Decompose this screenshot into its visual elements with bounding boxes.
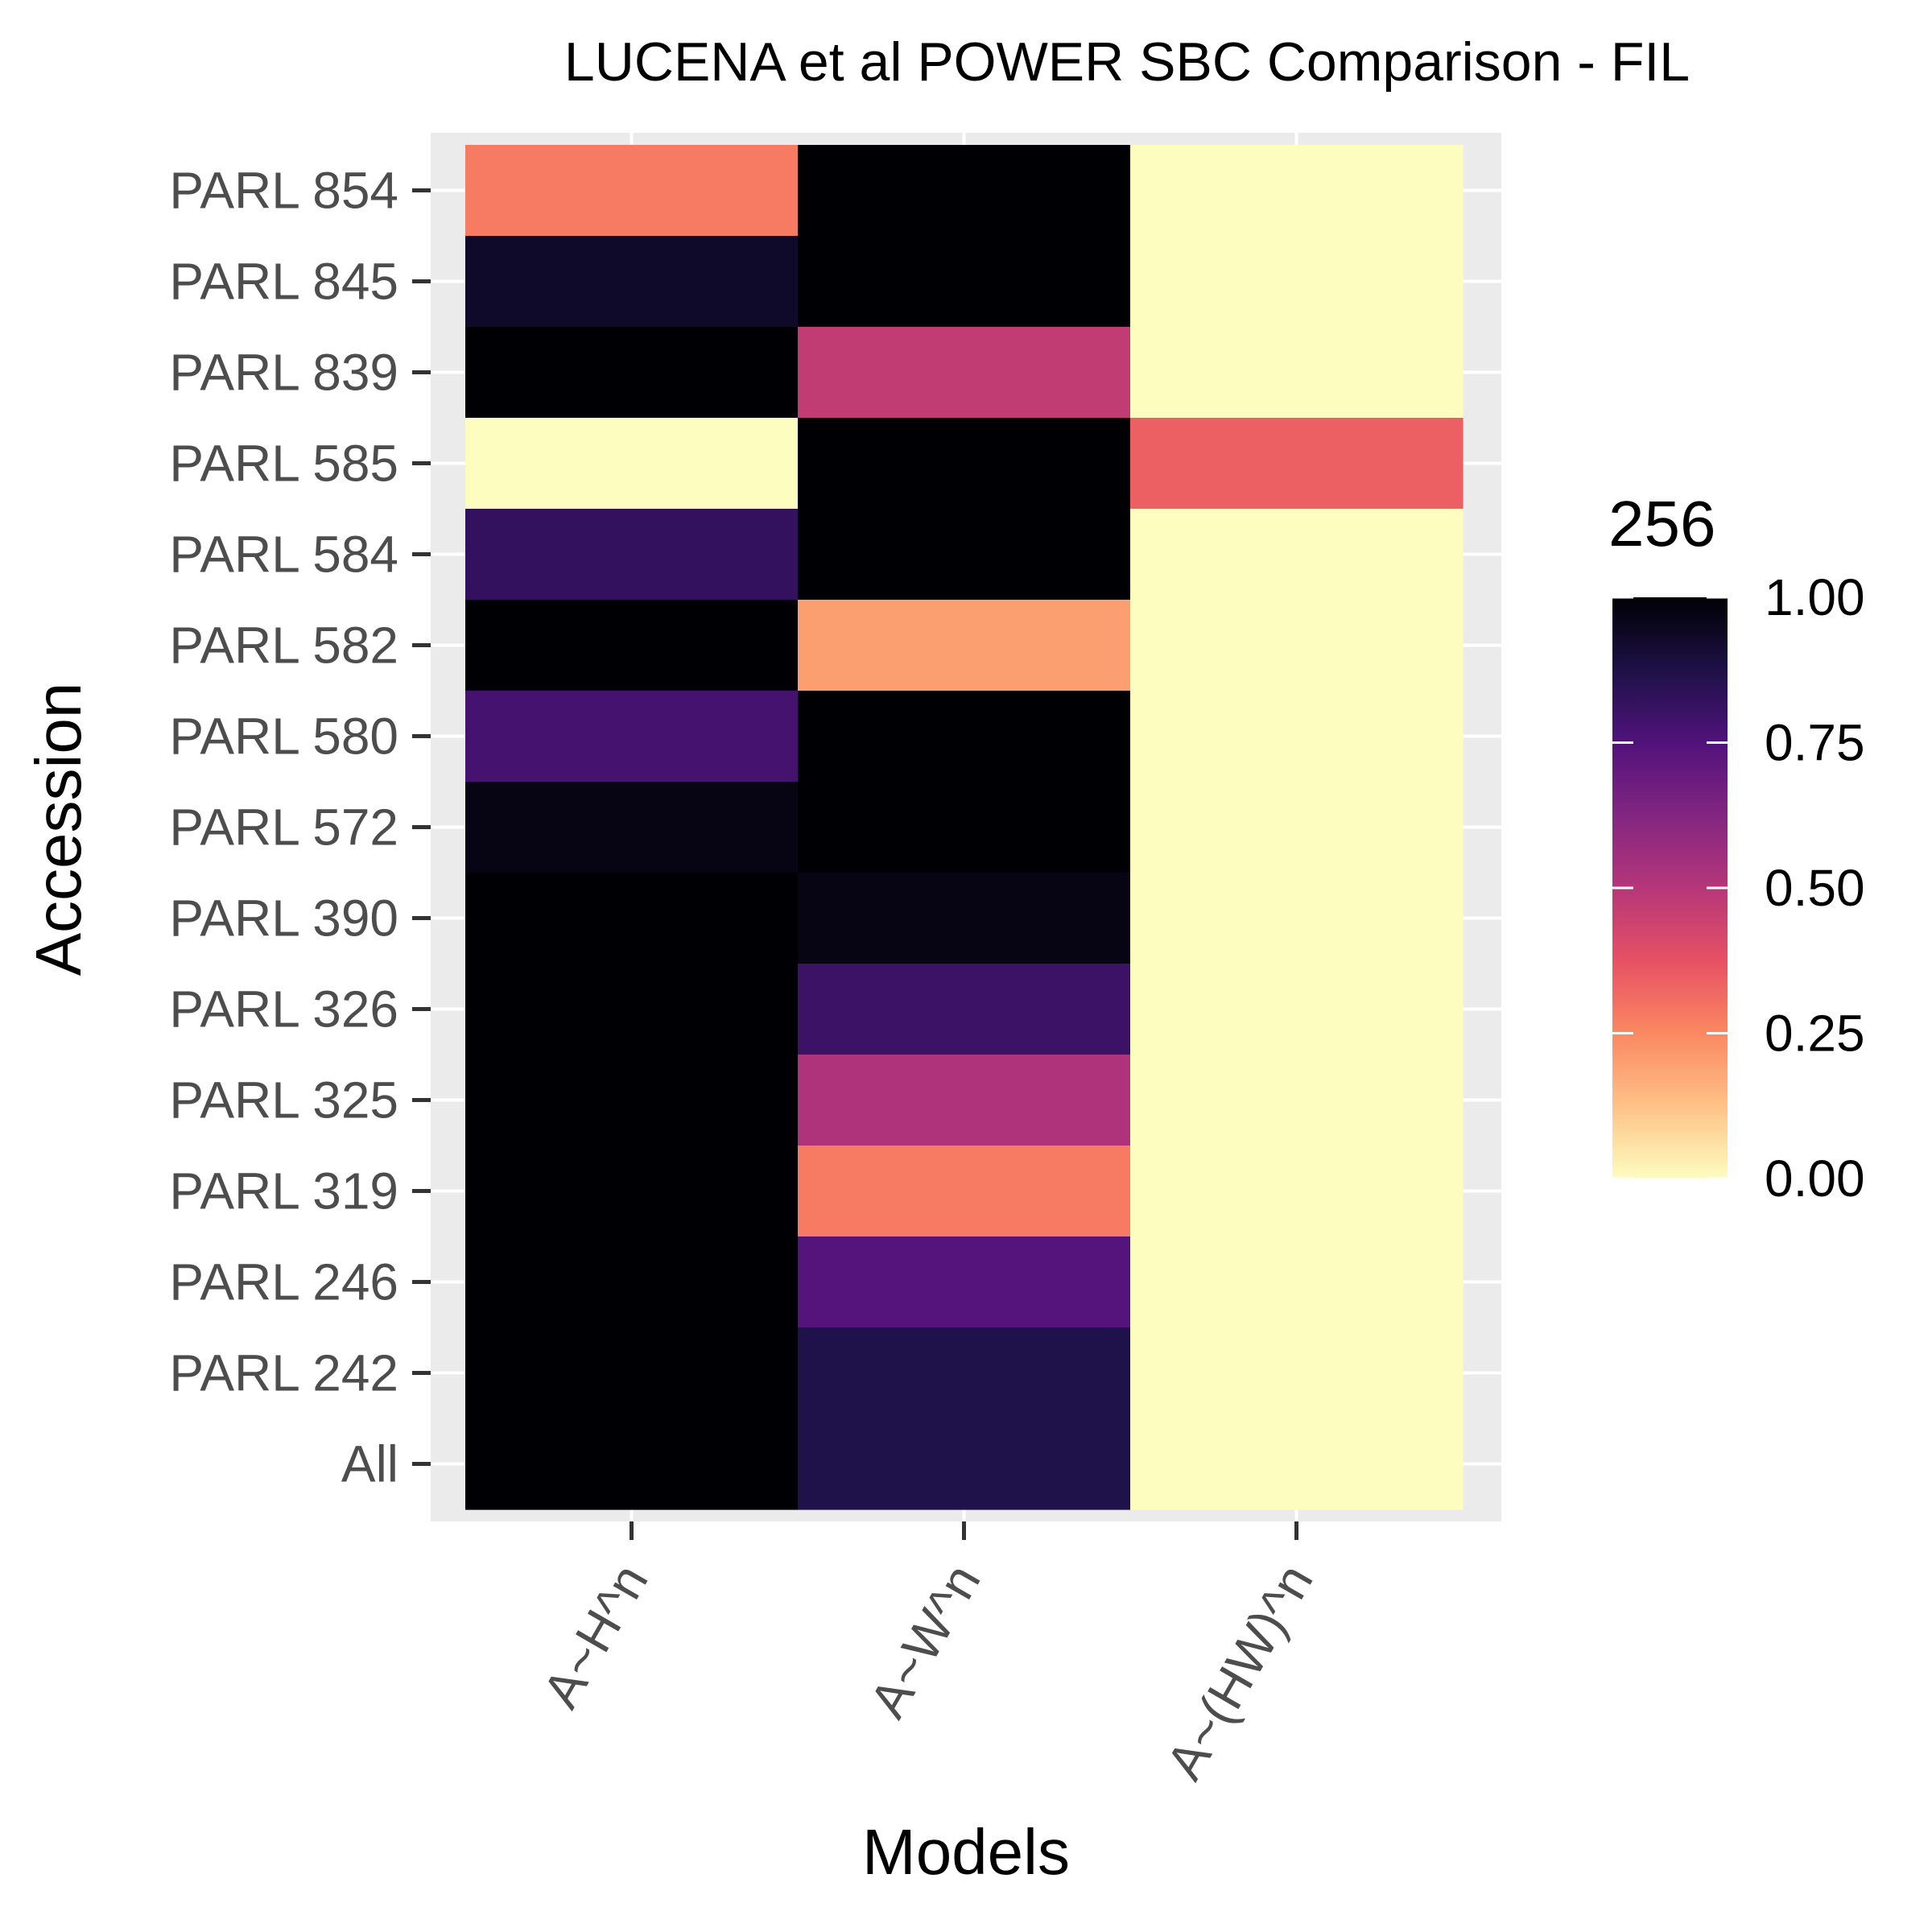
- heatmap-cell: [798, 145, 1131, 237]
- y-tick-label: PARL 325: [169, 1071, 398, 1129]
- x-tick-label: A~(HW)^n: [1155, 1554, 1324, 1789]
- y-tick-label: PARL 242: [169, 1344, 398, 1402]
- chart-title: LUCENA et al POWER SBC Comparison - FIL: [564, 31, 1690, 93]
- y-tick-label: PARL 246: [169, 1253, 398, 1311]
- heatmap-cell: [1130, 1146, 1463, 1237]
- heatmap-cell: [465, 418, 799, 510]
- legend-tick-label: 0.00: [1765, 1150, 1865, 1208]
- heatmap-cell: [1130, 509, 1463, 601]
- heatmap-cell: [465, 1146, 799, 1237]
- heatmap-cell: [798, 418, 1131, 510]
- heatmap-cell: [1130, 1327, 1463, 1419]
- heatmap-cell: [798, 691, 1131, 782]
- heatmap-cell: [1130, 600, 1463, 691]
- heatmap-cell: [1130, 873, 1463, 964]
- y-tick-label: PARL 839: [169, 344, 398, 402]
- x-axis: A~H^n A~W^n A~(HW)^n: [531, 1521, 1324, 1789]
- heatmap-cell: [465, 236, 799, 328]
- heatmap-cell: [798, 327, 1131, 419]
- heatmap-cell: [798, 1236, 1131, 1328]
- heatmap-cell: [798, 600, 1131, 691]
- y-tick-label: PARL 390: [169, 890, 398, 947]
- heatmap-cell: [798, 1055, 1131, 1146]
- heatmap-cell: [465, 1055, 799, 1146]
- heatmap-cell: [465, 782, 799, 873]
- heatmap-cell: [465, 327, 799, 419]
- heatmap-cell: [1130, 1055, 1463, 1146]
- heatmap-cell: [798, 236, 1131, 328]
- heatmap-cell: [1130, 236, 1463, 328]
- y-axis-title: Accession: [23, 683, 94, 976]
- heatmap-cell: [465, 873, 799, 964]
- color-legend: 256 0.00 0.25 0.50 0.75 1.00: [1608, 488, 1865, 1208]
- heatmap-cell: [1130, 691, 1463, 782]
- heatmap-cell: [798, 873, 1131, 964]
- heatmap-cell: [798, 1418, 1131, 1510]
- y-tick-label: All: [341, 1435, 398, 1493]
- y-tick-label: PARL 585: [169, 435, 398, 493]
- heatmap-cell: [465, 1327, 799, 1419]
- heatmap-cell: [465, 600, 799, 691]
- y-tick-label: PARL 845: [169, 253, 398, 311]
- heatmap-cell: [1130, 782, 1463, 873]
- y-tick-label: PARL 319: [169, 1162, 398, 1220]
- x-tick-label: A~H^n: [531, 1554, 658, 1717]
- legend-tick-label: 0.75: [1765, 714, 1865, 772]
- legend-title: 256: [1608, 488, 1715, 559]
- heatmap-cell: [798, 1146, 1131, 1237]
- heatmap-cells: [465, 145, 1463, 1510]
- legend-tick-label: 0.50: [1765, 859, 1865, 917]
- y-tick-label: PARL 326: [169, 980, 398, 1038]
- y-axis: PARL 854 PARL 845 PARL 839 PARL 585 PARL 584…: [169, 162, 431, 1493]
- heatmap-cell: [1130, 145, 1463, 237]
- heatmap-cell: [798, 509, 1131, 601]
- legend-ticks: 0.00 0.25 0.50 0.75 1.00: [1612, 568, 1865, 1208]
- heatmap-cell: [465, 509, 799, 601]
- y-tick-label: PARL 582: [169, 617, 398, 675]
- y-tick-label: PARL 854: [169, 162, 398, 220]
- legend-tick-label: 1.00: [1765, 568, 1865, 626]
- heatmap-cell: [798, 964, 1131, 1055]
- y-tick-label: PARL 580: [169, 708, 398, 766]
- heatmap-cell: [465, 691, 799, 782]
- y-tick-label: PARL 584: [169, 526, 398, 584]
- heatmap-cell: [1130, 418, 1463, 510]
- heatmap-cell: [465, 1418, 799, 1510]
- heatmap-cell: [1130, 1236, 1463, 1328]
- heatmap-cell: [465, 1236, 799, 1328]
- heatmap-cell: [798, 1327, 1131, 1419]
- legend-tick-label: 0.25: [1765, 1005, 1865, 1063]
- x-tick-label: A~W^n: [858, 1554, 991, 1727]
- heatmap-cell: [465, 964, 799, 1055]
- heatmap-cell: [1130, 1418, 1463, 1510]
- heatmap-cell: [1130, 327, 1463, 419]
- y-tick-label: PARL 572: [169, 799, 398, 857]
- heatmap-cell: [798, 782, 1131, 873]
- x-axis-title: Models: [862, 1816, 1070, 1888]
- heatmap-cell: [465, 145, 799, 237]
- heatmap-cell: [1130, 964, 1463, 1055]
